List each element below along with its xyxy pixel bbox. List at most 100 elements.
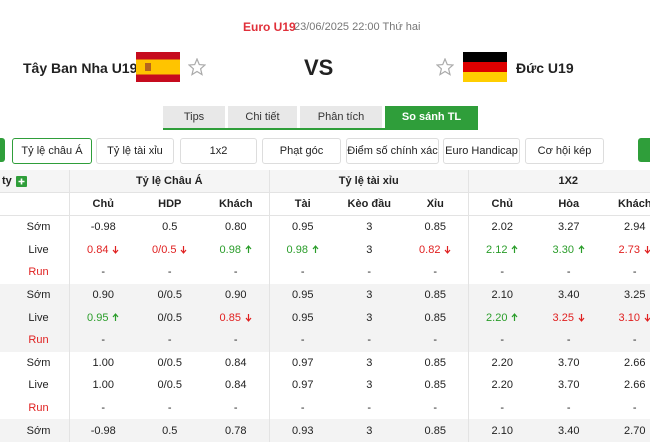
odds-cell-text: -0.98 [90,424,116,437]
odds-cell: - [403,396,469,420]
odds-cell: - [137,261,204,284]
odds-cell-text: - [500,266,505,279]
odds-cell-text: 0.93 [292,424,314,437]
trend-arrow-down [644,314,650,323]
expand-icon[interactable] [15,175,27,187]
column-header-text: HDP [158,198,182,210]
odds-cell: - [602,261,650,284]
odds-cell: 0.97 [270,352,337,375]
odds-cell: 0.80 [203,216,270,239]
odds-cell: - [536,397,603,420]
odds-cell: 0.90 [203,283,270,307]
column-header-text: Chủ [491,198,513,210]
odds-cell-text: - [632,266,637,279]
odds-cell-text: 3 [366,243,373,256]
odds-cell: - [602,397,650,420]
odds-cell: 0.85 [403,374,469,397]
odds-cell: 0.85 [403,351,469,375]
filter-button-text: Tỷ lệ châu Á [21,145,83,157]
odds-cell: 0.84 [203,351,270,375]
filter-button-text: 1x2 [209,145,228,157]
odds-cell: 2.12 [469,239,536,262]
row-label: Sớm [0,216,70,239]
tab[interactable]: Chi tiết [228,106,297,128]
filter-button[interactable]: Điểm số chính xác [346,138,439,164]
odds-cell: 3.25 [536,306,603,329]
odds-cell: 3.27 [536,216,603,239]
odds-cell: 0.82 [403,238,469,262]
odds-cell-text: - [167,334,172,347]
odds-cell: - [536,329,603,352]
row-label: Run [0,261,70,284]
favorite-star[interactable] [188,58,206,76]
odds-cell: 2.20 [469,306,536,329]
odds-cell-text: - [500,334,505,347]
tab[interactable]: Phân tích [300,106,382,128]
odds-cell: - [137,329,204,352]
filter-button-text: Euro Handicap [445,145,518,157]
row-label-text: Live [28,311,49,324]
odds-cell: 3.40 [536,419,603,442]
row-label-text: Sớm [26,356,51,369]
odds-cell-text: - [367,402,372,415]
odds-cell: 3 [336,284,403,307]
odds-cell: 2.66 [602,352,650,375]
odds-cell-text: 2.20 [491,356,513,369]
odds-cell-text: 3.70 [558,379,580,392]
scroll-right-button[interactable] [638,138,650,162]
league[interactable]: Euro U19 [243,20,296,34]
odds-table: ty Tỷ lệ Châu Á Tỷ lệ tài xỉu 1X2 Chủ HDP Khác… [0,170,650,442]
filter-button[interactable]: 1x2 [180,138,257,164]
odds-cell-text: - [566,402,571,415]
tab-text: Chi tiết [245,111,280,123]
odds-cell: 0.85 [403,283,469,307]
odds-cell: 3.25 [602,284,650,307]
filter-button[interactable]: Euro Handicap [443,138,520,164]
row-label: Run [0,396,70,420]
odds-cell-text: 2.20 [491,379,513,392]
match-datetime: 23/06/2025 22:00 Thứ hai [294,21,421,33]
tab[interactable]: So sánh TL [385,106,478,128]
odds-cell: 0.95 [270,216,337,239]
row-label: Run [0,328,70,352]
odds-cell-text: 0.98 [219,243,241,256]
trend-arrow-up [511,313,518,322]
odds-cell-text: 0.85 [424,289,446,302]
group-header: Tỷ lệ tài xỉu [270,170,469,192]
trend-arrow-down [245,314,252,323]
odds-cell-text: 3.30 [552,243,574,256]
odds-cell-text: - [500,402,505,415]
tab[interactable]: Tips [163,106,225,128]
odds-cell: -0.98 [70,419,137,442]
row-label: Sớm [0,419,70,442]
away-team[interactable]: Đức U19 [516,60,574,76]
column-header: Kèo đầu [336,193,403,215]
odds-cell-text: 2.73 [618,243,640,256]
odds-row: Run - - - - - - - - - [0,261,650,284]
tab-underline [163,128,478,130]
odds-cell: - [336,329,403,352]
odds-cell: 3 [336,374,403,397]
filter-button[interactable]: Tỷ lệ tài xỉu [96,138,174,164]
odds-cell: - [137,397,204,420]
tab-text: Phân tích [317,111,365,123]
filter-button[interactable]: Cơ hội kép [525,138,604,164]
odds-cell-text: - [433,334,438,347]
scroll-left-button[interactable] [0,138,5,162]
favorite-star[interactable] [436,58,454,76]
odds-cell: 2.94 [602,216,650,239]
filter-button[interactable]: Phạt góc [262,138,341,164]
row-label: Live [0,374,70,397]
odds-cell: 0.98 [270,239,337,262]
odds-cell-text: 0.80 [225,221,247,234]
filter-button-text: Điểm số chính xác [347,145,438,157]
home-team[interactable]: Tây Ban Nha U19 [23,60,138,76]
odds-cell-text: 2.12 [486,243,508,256]
filter-button[interactable]: Tỷ lệ châu Á [12,138,92,164]
odds-cell: - [469,397,536,420]
odds-cell-text: 0.97 [292,356,314,369]
odds-cell: - [270,397,337,420]
odds-cell: 2.20 [469,352,536,375]
odds-row: Sớm -0.98 0.5 0.78 0.93 3 0.85 2.10 3.40 2.70 [0,419,650,442]
